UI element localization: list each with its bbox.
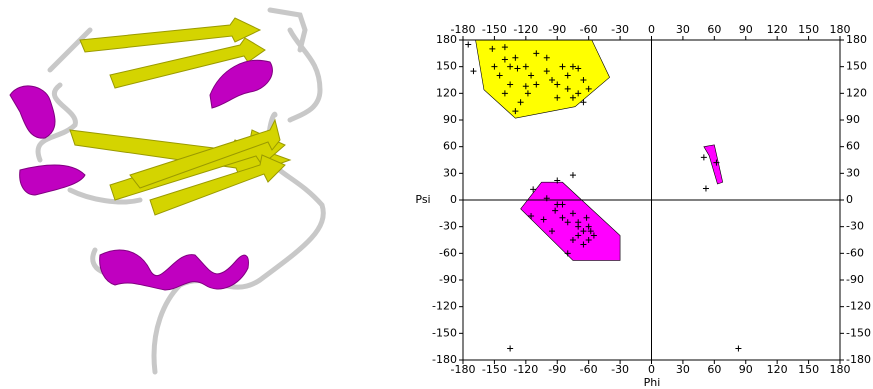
y-tick-label: 0 [846, 193, 853, 206]
x-axis-label: Phi [644, 376, 661, 389]
x-tick-label: 120 [767, 23, 788, 36]
y-tick-label: -120 [432, 300, 457, 313]
point [465, 41, 471, 47]
y-tick-label: 180 [436, 33, 457, 46]
y-tick-label: -150 [432, 326, 457, 339]
x-tick-label: 0 [648, 23, 655, 36]
y-tick-label: -60 [439, 246, 457, 259]
y-tick-label: -30 [846, 220, 864, 233]
x-tick-label: -60 [580, 23, 598, 36]
y-tick-label: 30 [846, 166, 860, 179]
x-tick-label: 150 [798, 363, 819, 376]
point [735, 345, 741, 351]
region [704, 145, 723, 184]
x-tick-label: 90 [739, 23, 753, 36]
x-tick-label: -30 [611, 23, 629, 36]
y-tick-label: -150 [846, 326, 871, 339]
y-tick-label: -30 [439, 220, 457, 233]
y-tick-label: -180 [432, 353, 457, 366]
x-tick-label: -150 [482, 23, 507, 36]
point [470, 68, 476, 74]
y-tick-label: -180 [846, 353, 871, 366]
point [570, 172, 576, 178]
y-tick-label: 60 [846, 140, 860, 153]
y-tick-label: 120 [846, 86, 867, 99]
page: Phi Psi -180 -180 -150 -150 -120 -120 -90 -90 -6… [0, 0, 873, 389]
y-tick-label: 150 [846, 60, 867, 73]
x-tick-label: -90 [548, 363, 566, 376]
point [507, 345, 513, 351]
y-axis-label: Psi [415, 193, 430, 206]
x-tick-label: 90 [739, 363, 753, 376]
y-tick-label: 180 [846, 33, 867, 46]
x-tick-label: -30 [611, 363, 629, 376]
y-tick-label: -120 [846, 300, 871, 313]
x-tick-label: 120 [767, 363, 788, 376]
x-tick-label: -90 [548, 23, 566, 36]
y-tick-label: -90 [439, 273, 457, 286]
y-tick-label: 0 [450, 193, 457, 206]
point [703, 185, 709, 191]
x-tick-label: 30 [676, 23, 690, 36]
region [476, 40, 610, 118]
beta-strands [70, 18, 290, 215]
region [521, 182, 620, 260]
x-tick-label: 60 [707, 363, 721, 376]
y-tick-label: 90 [846, 113, 860, 126]
y-tick-label: 150 [436, 60, 457, 73]
x-tick-label: 60 [707, 23, 721, 36]
x-tick-label: 0 [648, 363, 655, 376]
y-tick-label: -60 [846, 246, 864, 259]
x-tick-label: -120 [513, 363, 538, 376]
x-tick-label: -150 [482, 363, 507, 376]
x-tick-label: -120 [513, 23, 538, 36]
x-tick-label: 30 [676, 363, 690, 376]
y-tick-label: 30 [443, 166, 457, 179]
point [701, 154, 707, 160]
y-tick-label: 90 [443, 113, 457, 126]
y-tick-label: -90 [846, 273, 864, 286]
x-tick-label: 150 [798, 23, 819, 36]
x-tick-label: -60 [580, 363, 598, 376]
y-tick-label: 120 [436, 86, 457, 99]
y-tick-label: 60 [443, 140, 457, 153]
